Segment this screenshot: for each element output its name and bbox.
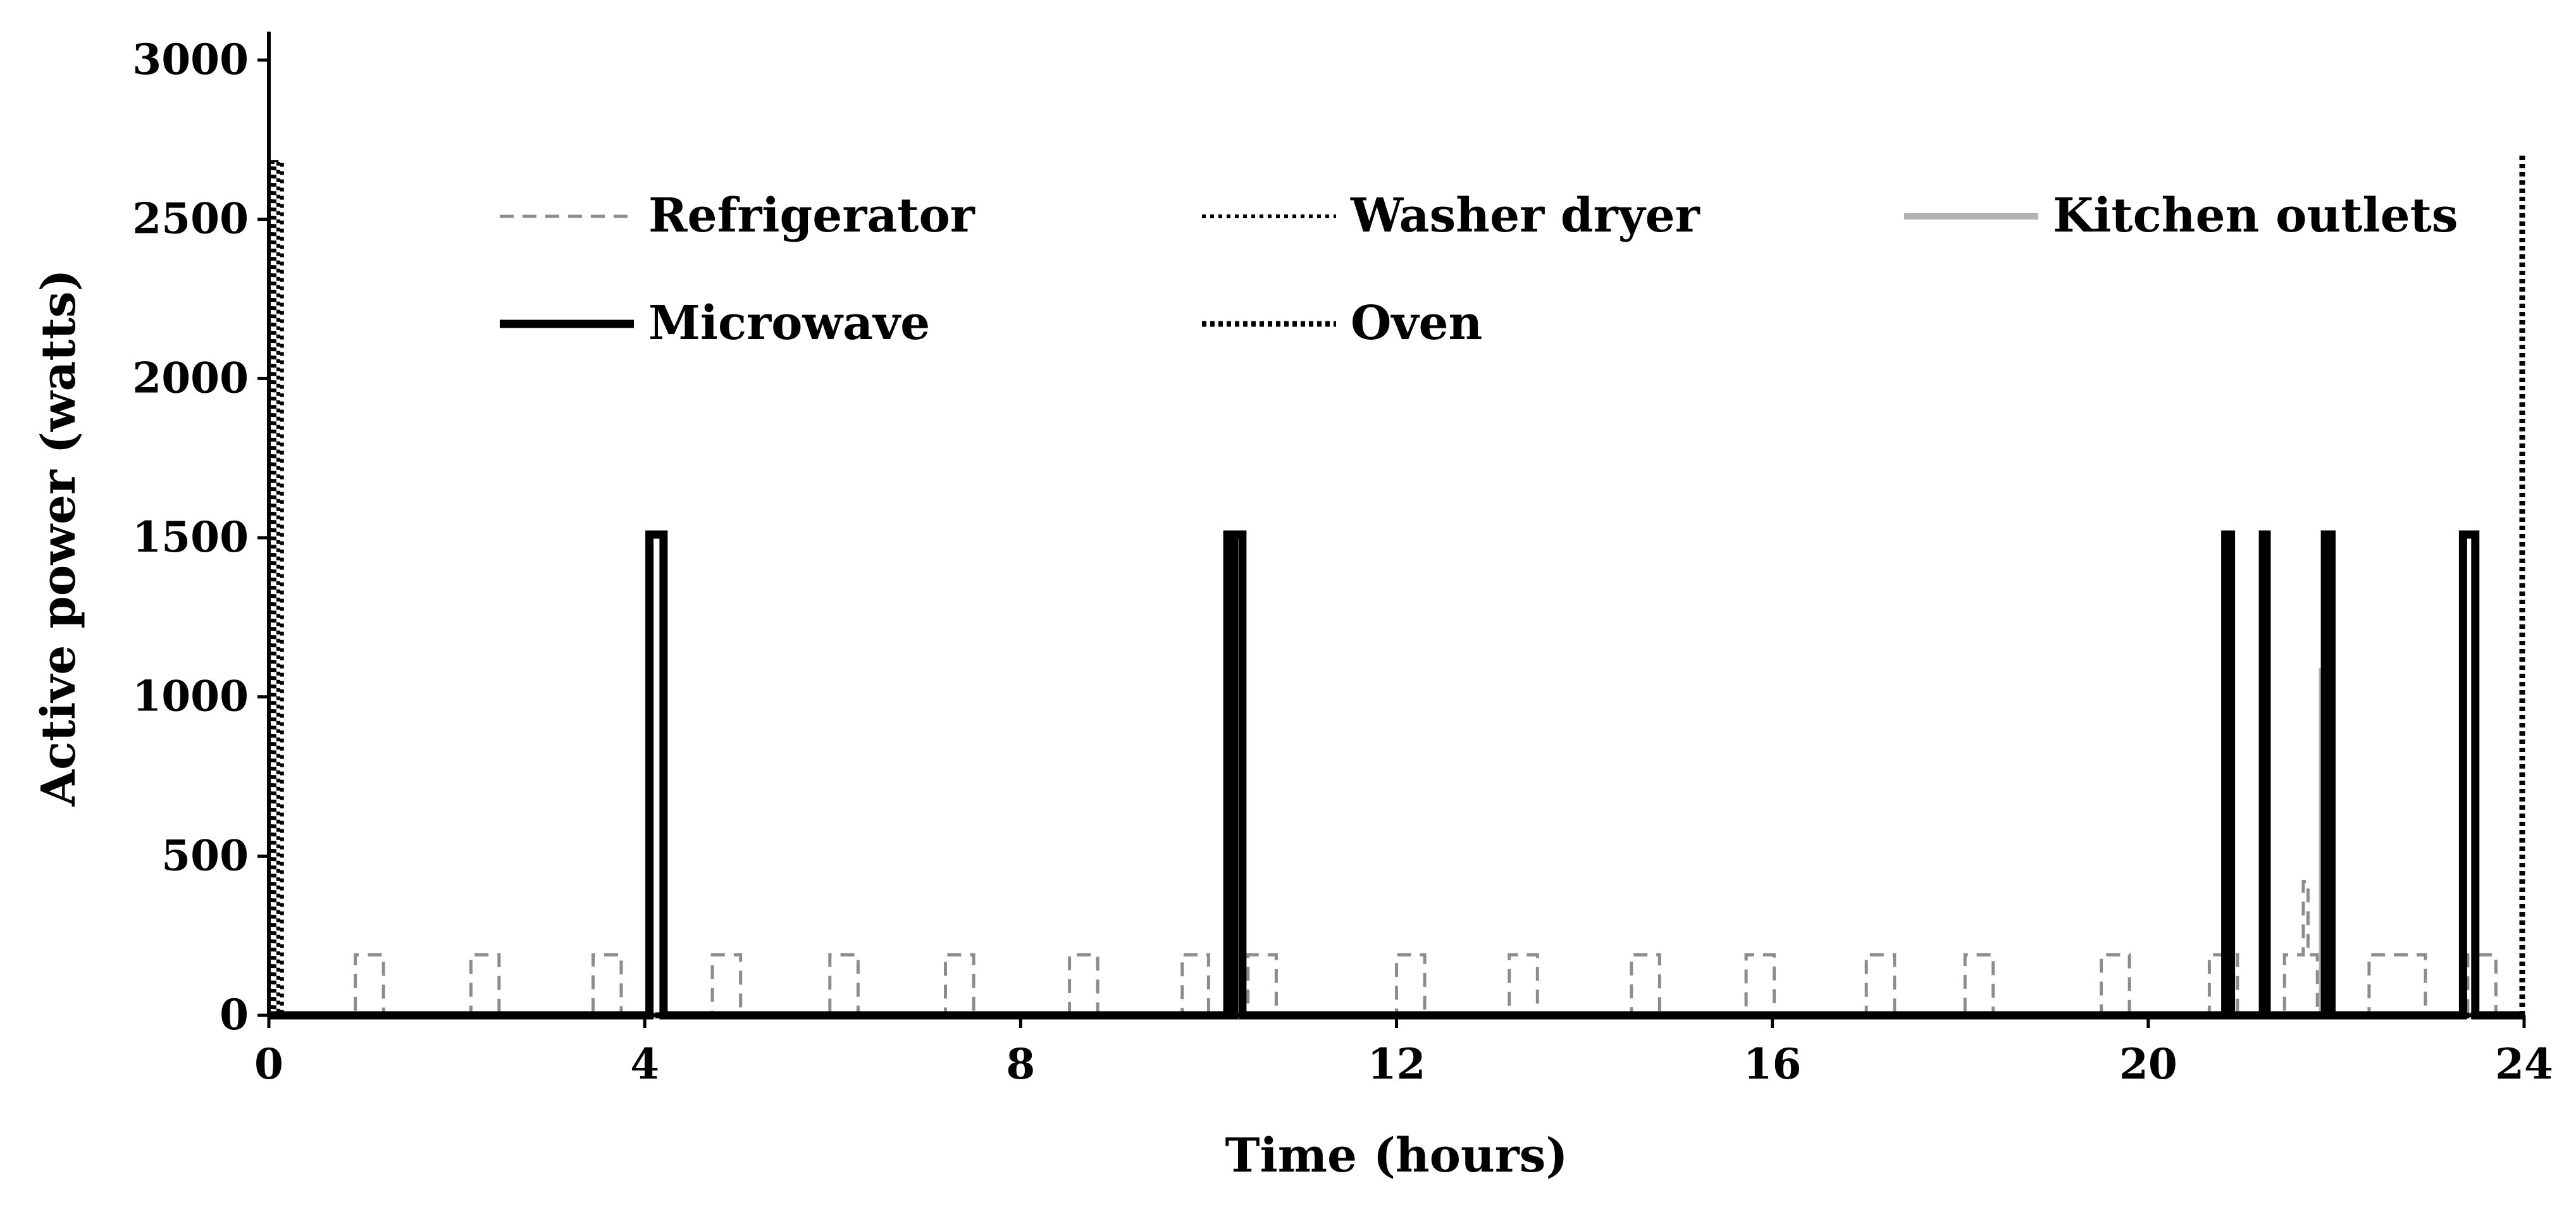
legend-label-refrigerator: Refrigerator xyxy=(648,189,975,243)
series-line-microwave xyxy=(269,530,2524,1020)
legend-label-kitchen-outlets: Kitchen outlets xyxy=(2053,189,2458,243)
legend-label-washer-dryer: Washer dryer xyxy=(1350,189,1700,243)
legend-label-oven: Oven xyxy=(1351,296,1482,350)
x-tick-label: 20 xyxy=(2119,1039,2177,1089)
x-tick-label: 0 xyxy=(254,1039,283,1089)
y-tick-label: 500 xyxy=(161,831,249,880)
series-line-kitchen-outlets xyxy=(269,535,2524,1018)
y-tick-label: 1500 xyxy=(132,512,249,562)
x-tick-label: 8 xyxy=(1006,1039,1035,1089)
x-tick-label: 4 xyxy=(630,1039,659,1089)
x-tick-label: 24 xyxy=(2495,1039,2553,1089)
y-tick-label: 2000 xyxy=(132,353,249,402)
y-tick-label: 1000 xyxy=(132,672,249,721)
y-tick-label: 2500 xyxy=(132,194,249,244)
legend: Refrigerator Washer dryer Kitchen outlets M… xyxy=(500,189,2458,350)
x-tick-label: 16 xyxy=(1743,1039,1802,1089)
ticks: 0 500 1000 1500 2000 2500 3000 0 4 8 12 16 20 24 xyxy=(132,35,2553,1089)
series-line-refrigerator xyxy=(269,880,2524,1017)
y-tick-label: 0 xyxy=(220,990,249,1039)
legend-label-microwave: Microwave xyxy=(648,296,930,350)
x-tick-label: 12 xyxy=(1368,1039,1426,1089)
y-axis-title: Active power (watts) xyxy=(32,269,86,807)
x-axis-title: Time (hours) xyxy=(1225,1129,1568,1183)
axes xyxy=(267,32,2524,1017)
series-line-oven xyxy=(269,152,2525,1018)
series-layer xyxy=(269,152,2525,1020)
y-tick-label: 3000 xyxy=(132,35,249,84)
series-line-washer-dryer xyxy=(269,160,2524,1017)
